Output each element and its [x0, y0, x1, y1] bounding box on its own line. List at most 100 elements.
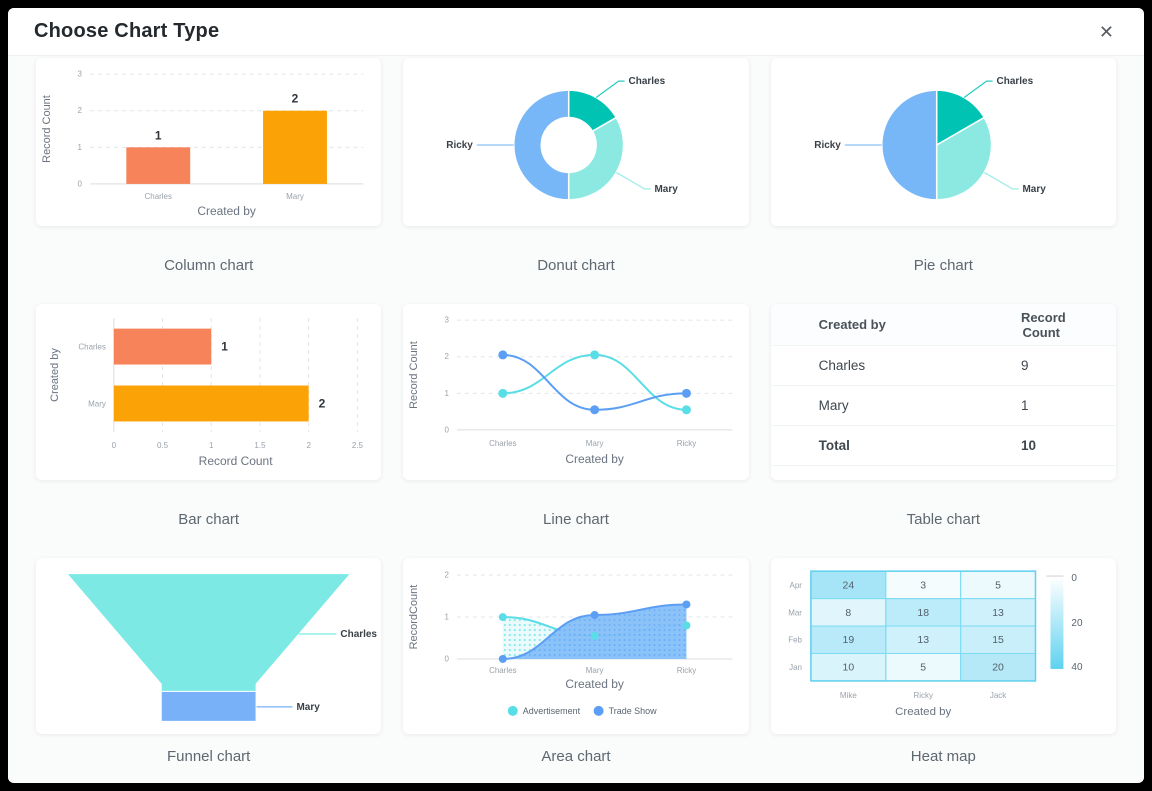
chart-type-label: Line chart	[543, 510, 609, 528]
svg-text:3: 3	[445, 316, 450, 325]
grid-row-2: 0 0.5 1 1.5 2 2.5 Created by 1 Charles 2 Mary Recor…	[36, 304, 1116, 558]
donut-chart-canvas: Charles Mary Ricky	[447, 76, 679, 201]
svg-text:Jack: Jack	[990, 691, 1006, 700]
svg-text:Ricky: Ricky	[677, 439, 696, 448]
label-zone: Table chart	[771, 480, 1116, 558]
column-chart-preview[interactable]: 0 1 2 3 Record Count 1 Charles 2 Mary Created by	[36, 58, 382, 226]
chart-type-option-line[interactable]: 0 1 2 3 Record Count Charles Mary Ricky Created …	[403, 304, 749, 558]
column-chart-canvas: 0 1 2 3 Record Count 1 Charles 2 Mary Created by	[41, 70, 364, 218]
svg-text:Charles: Charles	[489, 666, 516, 675]
table-chart-preview[interactable]: Created by Record Count Charles 9 Mary 1 Total…	[770, 304, 1116, 480]
svg-text:Ricky: Ricky	[913, 691, 932, 700]
table-cell: 10	[1019, 425, 1116, 466]
svg-text:Advertisement: Advertisement	[523, 706, 581, 716]
pie-chart-preview[interactable]: Charles Mary Ricky	[770, 58, 1116, 226]
svg-text:8: 8	[845, 608, 851, 619]
chart-type-label: Table chart	[906, 510, 980, 528]
table-cell: Charles	[770, 345, 1020, 386]
svg-text:Trade Show: Trade Show	[609, 706, 658, 716]
svg-text:Created by: Created by	[197, 204, 256, 218]
svg-text:Apr: Apr	[789, 581, 802, 590]
chart-type-option-table[interactable]: Created by Record Count Charles 9 Mary 1 Total…	[770, 304, 1116, 558]
line-chart-canvas: 0 1 2 3 Record Count Charles Mary Ricky Created …	[408, 316, 733, 466]
table-row: Total 10	[770, 425, 1116, 466]
grid-row-3: Charles Mary Funnel chart 0 1 2 RecordCount C…	[36, 558, 1116, 778]
table-cell: Mary	[770, 385, 1020, 426]
svg-text:20: 20	[1071, 618, 1083, 629]
svg-text:Charles: Charles	[996, 76, 1033, 87]
svg-text:Feb: Feb	[788, 636, 802, 645]
chart-type-label: Pie chart	[913, 256, 973, 274]
bar-chart-preview[interactable]: 0 0.5 1 1.5 2 2.5 Created by 1 Charles 2 Mary Recor…	[36, 304, 382, 480]
close-icon[interactable]: ✕	[1098, 21, 1114, 42]
svg-text:1: 1	[209, 441, 214, 450]
label-zone: Funnel chart	[36, 734, 381, 778]
svg-text:0: 0	[445, 425, 450, 434]
area-chart-preview[interactable]: 0 1 2 RecordCount Charles Mary Ricky Created by…	[403, 558, 749, 734]
svg-text:Ricky: Ricky	[814, 140, 841, 151]
svg-text:Mary: Mary	[586, 666, 604, 675]
donut-chart-preview[interactable]: Charles Mary Ricky	[403, 58, 749, 226]
line-chart-preview[interactable]: 0 1 2 3 Record Count Charles Mary Ricky Created …	[403, 304, 749, 480]
svg-text:Ricky: Ricky	[677, 666, 696, 675]
svg-text:Record Count: Record Count	[199, 454, 274, 468]
svg-text:Ricky: Ricky	[447, 140, 474, 151]
chart-type-option-bar[interactable]: 0 0.5 1 1.5 2 2.5 Created by 1 Charles 2 Mary Recor…	[36, 304, 382, 558]
svg-text:Charles: Charles	[340, 629, 377, 640]
label-zone: Column chart	[36, 226, 381, 304]
svg-text:13: 13	[992, 608, 1004, 619]
svg-text:0: 0	[112, 441, 117, 450]
dialog-header: Choose Chart Type ✕	[8, 8, 1144, 56]
svg-text:0: 0	[77, 179, 82, 188]
svg-text:40: 40	[1071, 662, 1083, 673]
svg-text:2.5: 2.5	[352, 441, 364, 450]
svg-text:Mar: Mar	[788, 608, 802, 617]
svg-text:2: 2	[319, 396, 326, 410]
table-chart: Created by Record Count Charles 9 Mary 1 Total…	[770, 304, 1116, 466]
chart-type-option-funnel[interactable]: Charles Mary Funnel chart	[36, 558, 382, 778]
svg-text:Charles: Charles	[78, 343, 105, 352]
svg-text:10: 10	[842, 663, 854, 674]
svg-text:Jan: Jan	[789, 663, 802, 672]
svg-text:1: 1	[155, 128, 162, 142]
svg-text:Created by: Created by	[566, 452, 625, 466]
svg-text:13: 13	[917, 635, 929, 646]
svg-text:1.5: 1.5	[254, 441, 266, 450]
svg-text:Mary: Mary	[1022, 184, 1046, 195]
chart-type-option-area[interactable]: 0 1 2 RecordCount Charles Mary Ricky Created by…	[403, 558, 749, 778]
svg-text:2: 2	[306, 441, 311, 450]
svg-text:1: 1	[77, 143, 82, 152]
funnel-chart-canvas: Charles Mary	[67, 574, 377, 721]
pie-chart-canvas: Charles Mary Ricky	[814, 76, 1046, 201]
svg-text:2: 2	[445, 352, 450, 361]
chart-type-option-column[interactable]: 0 1 2 3 Record Count 1 Charles 2 Mary Created by …	[36, 58, 382, 304]
svg-text:Mary: Mary	[586, 439, 604, 448]
chart-type-option-pie[interactable]: Charles Mary Ricky Pie chart	[770, 58, 1116, 304]
label-zone: Line chart	[403, 480, 748, 558]
svg-text:Mary: Mary	[655, 184, 679, 195]
chart-type-option-heatmap[interactable]: 24 3 5 8 18 13 19 13 15 10 5 20 Apr Mar Feb Jan Mike Rick…	[770, 558, 1116, 778]
heat-map-preview[interactable]: 24 3 5 8 18 13 19 13 15 10 5 20 Apr Mar Feb Jan Mike Rick…	[770, 558, 1116, 734]
svg-text:20: 20	[992, 663, 1004, 674]
table-row: Charles 9	[770, 345, 1116, 386]
funnel-chart-preview[interactable]: Charles Mary	[36, 558, 382, 734]
svg-text:Record Count: Record Count	[408, 341, 420, 409]
svg-text:Mary: Mary	[296, 702, 320, 713]
svg-text:Record Count: Record Count	[41, 95, 53, 163]
area-chart-canvas: 0 1 2 RecordCount Charles Mary Ricky Created by…	[408, 571, 733, 716]
svg-text:0: 0	[1071, 573, 1077, 584]
bar-chart-canvas: 0 0.5 1 1.5 2 2.5 Created by 1 Charles 2 Mary Recor…	[49, 318, 364, 468]
table-row: Mary 1	[770, 385, 1116, 426]
heat-map-canvas: 24 3 5 8 18 13 19 13 15 10 5 20 Apr Mar Feb Jan Mike Rick…	[788, 570, 1083, 718]
svg-text:Created by: Created by	[49, 348, 61, 402]
table-header-cell: Record Count	[1019, 304, 1116, 346]
svg-text:18: 18	[917, 608, 929, 619]
svg-text:1: 1	[221, 340, 228, 354]
svg-text:2: 2	[445, 571, 450, 580]
svg-text:0: 0	[445, 654, 450, 663]
chart-type-option-donut[interactable]: Charles Mary Ricky Donut chart	[403, 58, 749, 304]
table-cell: 1	[1019, 385, 1116, 426]
svg-text:5: 5	[995, 580, 1001, 591]
chart-type-label: Area chart	[541, 747, 611, 765]
